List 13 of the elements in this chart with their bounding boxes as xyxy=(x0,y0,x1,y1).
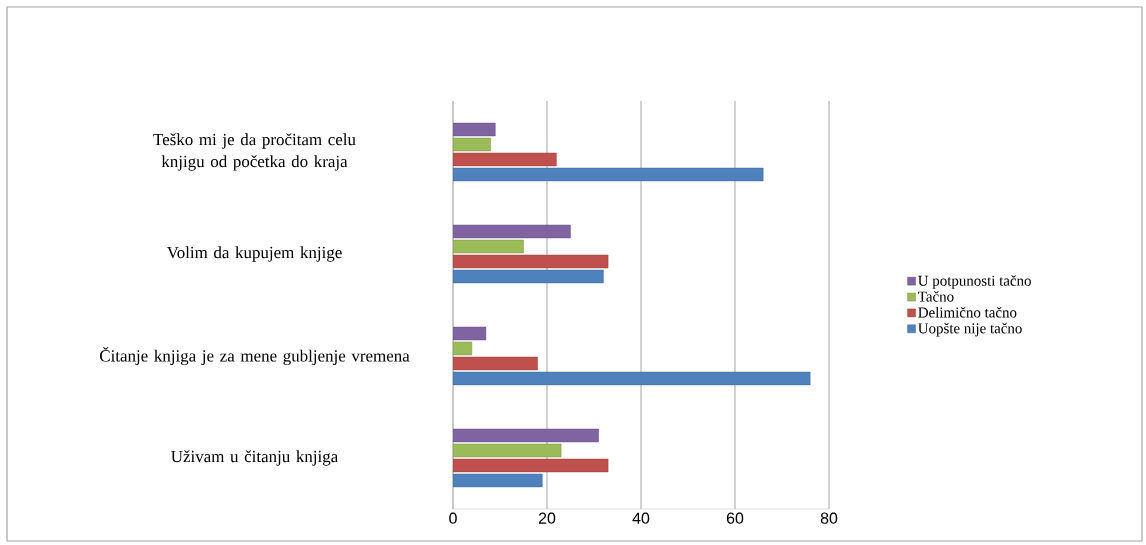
legend-label: Uopšte nije tačno xyxy=(918,322,1022,337)
x-tick-label: 20 xyxy=(538,512,556,524)
y-tick-label: Volim da kupujem knjige xyxy=(166,246,342,262)
x-tick-label: 40 xyxy=(632,512,650,524)
y-tick-label: Teško mi je da pročitam celu knjigu od početka do kraja xyxy=(153,133,356,171)
legend-label: Delimično tačno xyxy=(918,306,1017,318)
x-tick-label: 0 xyxy=(449,512,457,524)
x-tick-label: 80 xyxy=(820,512,838,524)
y-tick-label: Čitanje knjiga je za mene gubljenje vremena xyxy=(99,346,410,366)
y-tick-label: Uživam u čitanju knjiga xyxy=(171,450,338,466)
legend-label: U potpunosti tačno xyxy=(918,275,1031,289)
legend-label: Tačno xyxy=(918,291,954,302)
x-tick-label: 60 xyxy=(726,512,744,524)
